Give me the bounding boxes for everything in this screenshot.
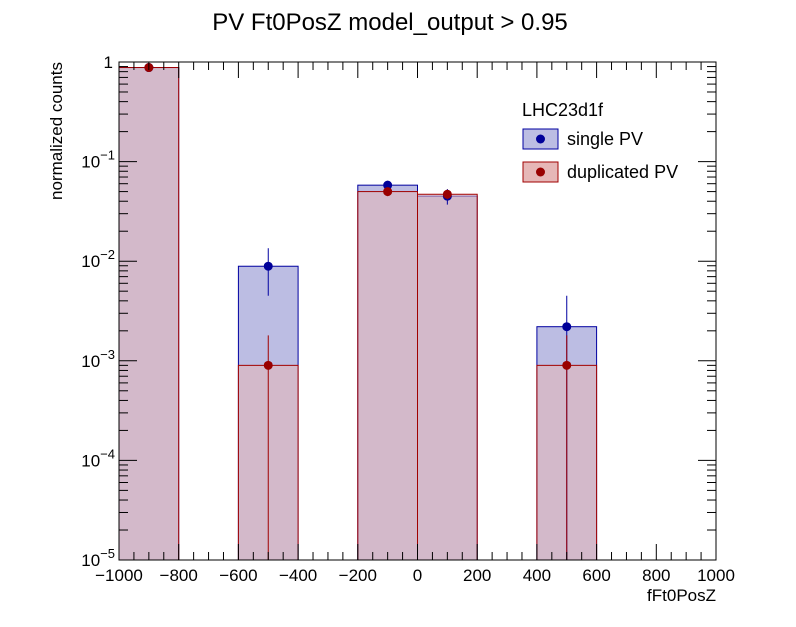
x-tick-label: 0: [413, 566, 422, 585]
legend-title: LHC23d1f: [522, 100, 604, 120]
x-axis-label: fFt0PosZ: [647, 586, 716, 605]
series-1-bar-3: [417, 193, 478, 561]
x-tick-label: 1000: [697, 566, 735, 585]
series-layer: [118, 63, 598, 561]
legend-label-0: single PV: [567, 129, 643, 149]
x-tick-label: 200: [463, 566, 491, 585]
x-tick-label: −400: [279, 566, 317, 585]
x-tick-label: −800: [160, 566, 198, 585]
x-tick-label: 600: [582, 566, 610, 585]
axes-layer: −1000 −800 −600 −400 −200 0 200 400 600 800 1000 1 1…: [81, 53, 735, 585]
series-1-bar-2: [357, 191, 418, 561]
chart-title: PV Ft0PosZ model_output > 0.95: [212, 9, 568, 36]
series-1-point-1: [263, 360, 273, 370]
series-0-point-2: [383, 180, 393, 190]
x-tick-label: −600: [219, 566, 257, 585]
y-tick-label: 10−4: [81, 446, 115, 470]
y-axis-label: normalized counts: [47, 62, 66, 200]
series-1-point-3: [442, 189, 452, 199]
series-1-point-2: [383, 187, 393, 197]
series-1-point-4: [562, 360, 572, 370]
legend-label-1: duplicated PV: [567, 162, 678, 182]
y-tick-label: 10−5: [81, 546, 115, 570]
series-1-markers: [144, 63, 572, 560]
series-0-point-4: [562, 322, 572, 332]
x-tick-label: 800: [642, 566, 670, 585]
x-tick-label: 400: [523, 566, 551, 585]
legend-marker-1: [536, 167, 545, 177]
y-tick-label: 1: [104, 53, 113, 72]
series-0-point-1: [263, 261, 273, 271]
legend: LHC23d1f single PV duplicated PV: [522, 100, 678, 183]
x-tick-label: −200: [339, 566, 377, 585]
y-tick-label: 10−3: [81, 347, 115, 371]
y-tick-label: 10−1: [81, 148, 115, 172]
legend-marker-0: [536, 134, 545, 144]
x-tick-label: −1000: [95, 566, 143, 585]
y-tick-label: 10−2: [81, 247, 115, 271]
series-1-bar-0: [118, 67, 180, 561]
